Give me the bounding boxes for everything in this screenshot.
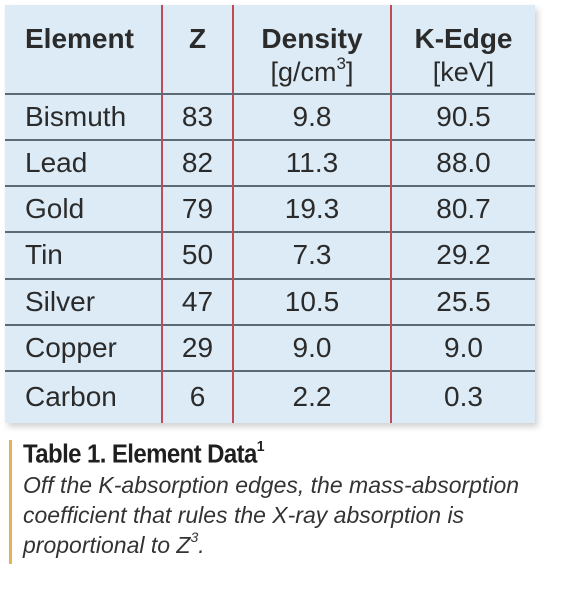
cell-kedge: 88.0 xyxy=(390,139,535,187)
caption-description-text: Off the K-absorption edges, the mass-abs… xyxy=(23,472,520,558)
caption-description: Off the K-absorption edges, the mass-abs… xyxy=(23,470,529,560)
cell-kedge: 25.5 xyxy=(390,277,535,325)
cell-element: Lead xyxy=(5,139,163,187)
cell-z: 79 xyxy=(161,185,234,233)
cell-z: 47 xyxy=(161,277,234,325)
table-row: Copper 29 9.0 9.0 xyxy=(5,323,535,371)
cell-kedge: 90.5 xyxy=(390,94,535,141)
table-header-row: Element Z Density [g/cm3] K-Edge [keV] xyxy=(5,5,535,95)
cell-element: Bismuth xyxy=(5,94,163,141)
caption-exponent: 3 xyxy=(190,529,199,546)
cell-kedge: 9.0 xyxy=(390,323,535,371)
cell-element: Silver xyxy=(5,277,163,325)
table-caption: Table 1. Element Data1 Off the K-absorpt… xyxy=(9,436,529,564)
column-header-kedge-label: K-Edge xyxy=(414,23,513,54)
caption-title-text: Table 1. Element Data xyxy=(23,440,257,470)
table-row: Lead 82 11.3 88.0 xyxy=(5,139,535,187)
cell-density: 2.2 xyxy=(232,369,392,423)
density-unit-exponent: 3 xyxy=(336,54,346,74)
column-header-density: Density [g/cm3] xyxy=(232,5,392,95)
column-header-density-label: Density xyxy=(261,23,363,54)
cell-density: 19.3 xyxy=(232,185,392,233)
column-header-element: Element xyxy=(5,5,163,95)
caption-footnote-marker: 1 xyxy=(256,436,265,455)
cell-z: 83 xyxy=(161,94,234,141)
caption-description-end: . xyxy=(198,532,205,558)
cell-element: Copper xyxy=(5,323,163,371)
table-row: Gold 79 19.3 80.7 xyxy=(5,185,535,233)
cell-z: 29 xyxy=(161,323,234,371)
cell-density: 9.0 xyxy=(232,323,392,371)
caption-title: Table 1. Element Data1 xyxy=(23,436,529,470)
cell-kedge: 29.2 xyxy=(390,231,535,279)
column-header-kedge: K-Edge [keV] xyxy=(390,5,535,95)
density-unit-post: ] xyxy=(345,57,354,88)
cell-z: 82 xyxy=(161,139,234,187)
density-unit: [g/cm3] xyxy=(234,54,390,88)
column-header-element-label: Element xyxy=(25,23,134,54)
column-header-z-label: Z xyxy=(188,23,207,54)
cell-density: 10.5 xyxy=(232,277,392,325)
table-row: Tin 50 7.3 29.2 xyxy=(5,231,535,279)
table-row: Carbon 6 2.2 0.3 xyxy=(5,369,535,423)
table-row: Bismuth 83 9.8 90.5 xyxy=(5,94,535,141)
table-row: Silver 47 10.5 25.5 xyxy=(5,277,535,325)
cell-kedge: 80.7 xyxy=(390,185,535,233)
cell-density: 11.3 xyxy=(232,139,392,187)
cell-element: Tin xyxy=(5,231,163,279)
cell-z: 6 xyxy=(161,369,234,423)
element-data-table: Element Z Density [g/cm3] K-Edge [keV] B… xyxy=(5,5,535,423)
kedge-unit: [keV] xyxy=(432,57,495,88)
cell-element: Carbon xyxy=(5,369,163,423)
cell-density: 7.3 xyxy=(232,231,392,279)
cell-z: 50 xyxy=(161,231,234,279)
element-data-table-panel: Element Z Density [g/cm3] K-Edge [keV] B… xyxy=(5,5,535,423)
column-header-z: Z xyxy=(161,5,234,95)
cell-element: Gold xyxy=(5,185,163,233)
density-unit-pre: [g/cm xyxy=(270,57,337,88)
cell-kedge: 0.3 xyxy=(390,369,535,423)
cell-density: 9.8 xyxy=(232,94,392,141)
